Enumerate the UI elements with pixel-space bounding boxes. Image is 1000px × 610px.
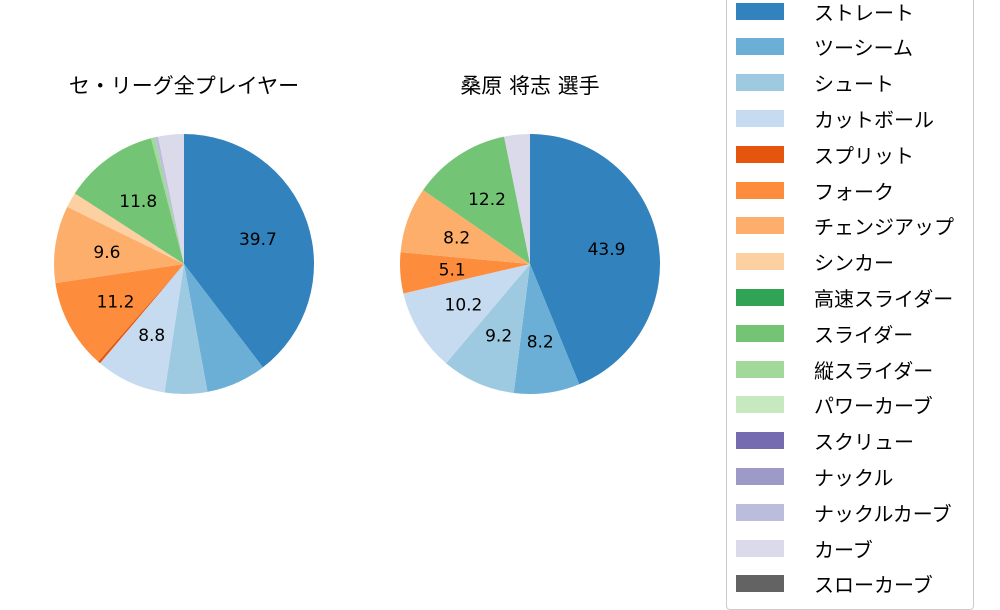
slice-percent-label: 43.9: [588, 240, 626, 260]
legend-swatch: [736, 181, 784, 199]
slice-percent-label: 11.8: [119, 192, 157, 212]
legend-item: スローカーブ: [736, 572, 933, 598]
legend-label: シュート: [814, 72, 894, 97]
legend-label: ナックル: [814, 465, 894, 490]
legend-label: カーブ: [814, 537, 873, 562]
legend-swatch: [736, 539, 784, 557]
legend-label: カットボール: [814, 107, 934, 132]
legend-item: スクリュー: [736, 429, 914, 455]
legend-label: スプリット: [814, 143, 914, 168]
right-chart-title: 桑原 将志 選手: [460, 74, 600, 98]
league-pie: 39.7 8.811.2 9.6 11.8: [54, 134, 314, 394]
legend-item: ストレート: [736, 0, 914, 25]
pie-slice: [423, 136, 530, 264]
pie-slice: [158, 134, 184, 264]
legend-item: カットボール: [736, 106, 934, 132]
slice-percent-label: 12.2: [468, 190, 506, 210]
slice-percent-label: 8.2: [443, 228, 470, 248]
slice-percent-label: 8.2: [527, 332, 554, 352]
legend-swatch: [736, 2, 784, 20]
legend: ストレートツーシームシュートカットボール スプリットフォークチェンジアップ シンカー…: [726, 0, 974, 610]
legend-swatch: [736, 217, 784, 235]
pie-slice: [504, 134, 530, 264]
left-chart-title: セ・リーグ全プレイヤー: [68, 74, 300, 98]
legend-item: フォーク: [736, 178, 894, 204]
legend-item: ツーシーム: [736, 35, 913, 61]
legend-swatch: [736, 74, 784, 92]
pie-slice: [530, 134, 660, 385]
slice-percent-label: 11.2: [97, 292, 135, 312]
legend-item: ナックル: [736, 464, 894, 490]
pie-slice: [184, 264, 263, 392]
legend-item: 高速スライダー: [736, 285, 954, 311]
player-pie: 43.9 8.2 9.210.2 5.1 8.2 12.2: [400, 134, 660, 395]
legend-swatch: [736, 467, 784, 485]
legend-swatch: [736, 38, 784, 56]
pie-slice: [67, 193, 184, 264]
legend-item: シュート: [736, 71, 894, 97]
pie-slice: [446, 264, 530, 393]
legend-item: スライダー: [736, 321, 914, 347]
legend-item: 縦スライダー: [736, 357, 934, 383]
legend-swatch: [736, 396, 784, 414]
pie-slice: [74, 138, 184, 264]
slice-percent-label: 5.1: [439, 260, 466, 280]
legend-label: チェンジアップ: [814, 215, 954, 240]
pie-slice: [400, 252, 530, 294]
legend-label: ツーシーム: [814, 36, 913, 61]
legend-item: ナックルカーブ: [736, 500, 952, 526]
pie-slice: [164, 264, 208, 394]
legend-label: フォーク: [814, 179, 894, 204]
legend-item: シンカー: [736, 250, 894, 276]
pie-slice: [150, 137, 184, 264]
legend-swatch: [736, 503, 784, 521]
legend-swatch: [736, 575, 784, 593]
legend-item: スプリット: [736, 142, 914, 168]
legend-item: カーブ: [736, 536, 873, 562]
legend-label: 縦スライダー: [814, 358, 934, 383]
legend-swatch: [736, 432, 784, 450]
pie-slice: [513, 264, 580, 395]
legend-label: スローカーブ: [814, 573, 933, 598]
pie-slice: [403, 264, 530, 364]
slice-percent-label: 10.2: [445, 296, 483, 316]
slice-percent-label: 9.6: [93, 243, 120, 263]
legend-item: チェンジアップ: [736, 214, 954, 240]
pie-slice: [55, 264, 185, 362]
legend-item: パワーカーブ: [736, 393, 933, 419]
legend-swatch: [736, 324, 784, 342]
legend-label: スライダー: [814, 322, 914, 347]
slice-percent-label: 9.2: [485, 326, 512, 346]
pie-slice: [54, 206, 184, 284]
legend-swatch: [736, 109, 784, 127]
pie-slice: [98, 264, 184, 364]
pie-slice: [400, 190, 530, 264]
legend-label: 高速スライダー: [814, 286, 954, 311]
legend-label: ナックルカーブ: [814, 501, 952, 526]
legend-swatch: [736, 288, 784, 306]
pie-slice: [100, 264, 184, 393]
slice-percent-label: 39.7: [239, 230, 277, 250]
pie-slice: [154, 136, 184, 264]
legend-swatch: [736, 253, 784, 271]
legend-label: パワーカーブ: [814, 394, 933, 419]
legend-label: ストレート: [814, 0, 914, 25]
legend-label: スクリュー: [814, 430, 914, 455]
legend-label: シンカー: [814, 251, 894, 276]
slice-percent-label: 8.8: [138, 326, 165, 346]
pie-slice: [184, 134, 314, 368]
legend-swatch: [736, 145, 784, 163]
legend-swatch: [736, 360, 784, 378]
